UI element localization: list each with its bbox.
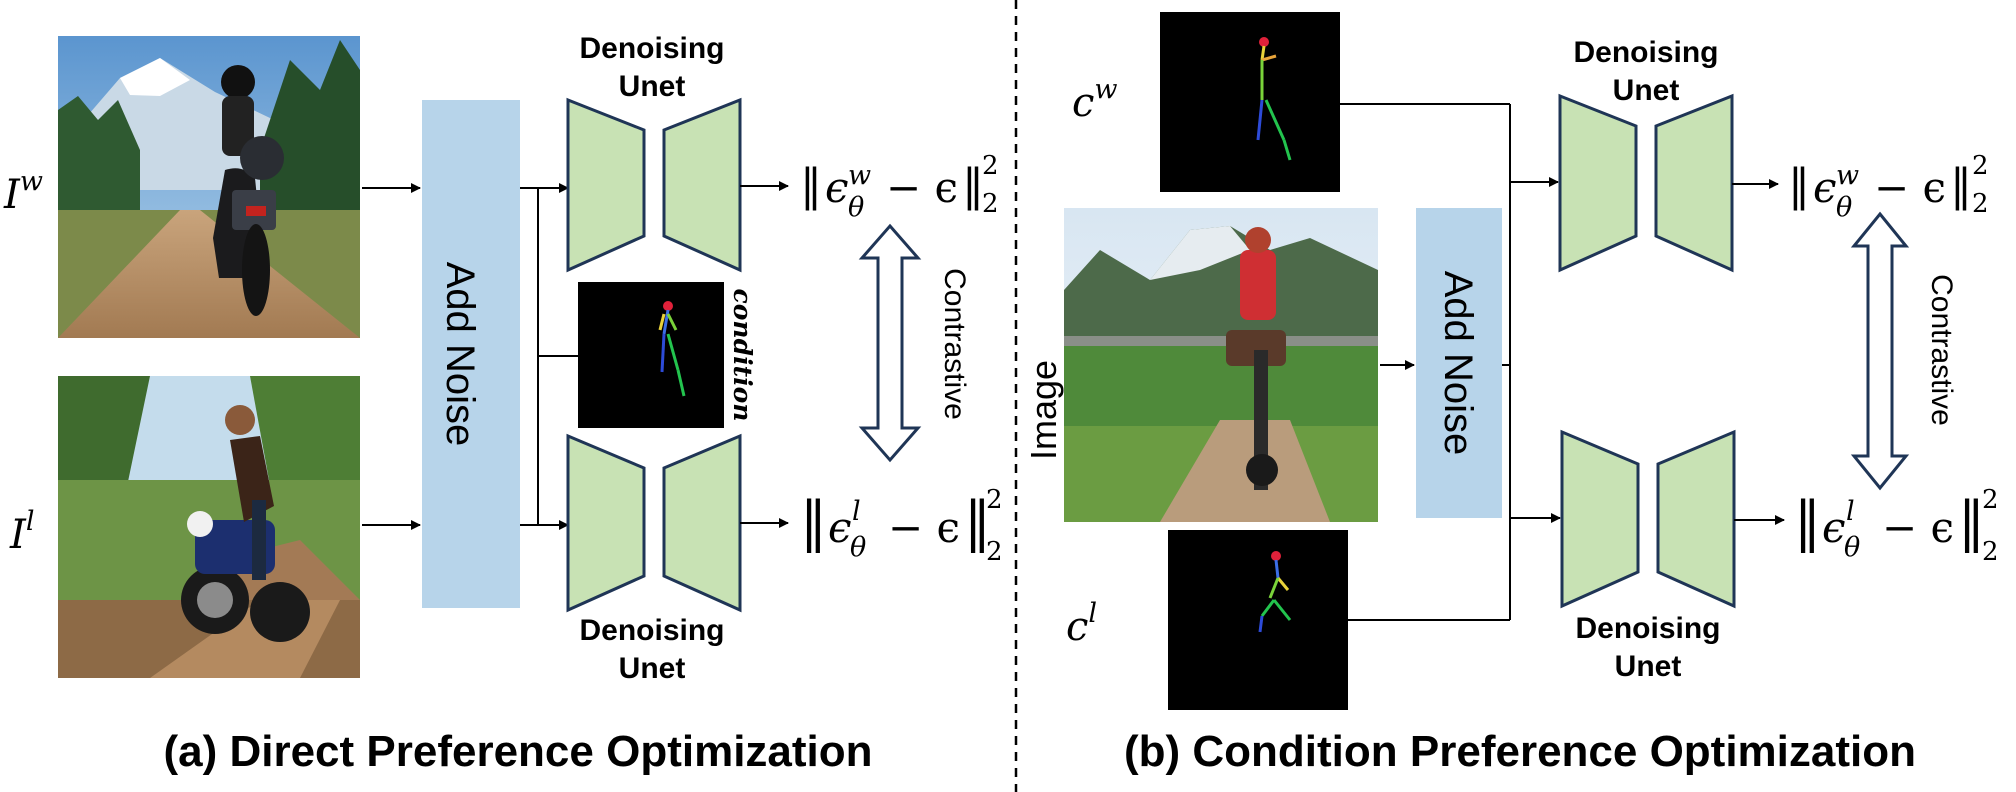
svg-text:2: 2 (986, 537, 1003, 567)
loss-winner-b: ‖ ϵ w θ − ϵ ‖ 2 2 (1788, 151, 1989, 223)
svg-text:2: 2 (1972, 189, 1989, 219)
svg-text:θ: θ (850, 532, 866, 563)
svg-text:‖: ‖ (1950, 160, 1972, 211)
svg-text:‖: ‖ (800, 490, 827, 553)
svg-text:‖: ‖ (1958, 490, 1985, 553)
svg-text:θ: θ (1844, 532, 1860, 563)
loss-loser-a: ‖ ϵ l θ − ϵ ‖ 2 2 (800, 485, 1003, 567)
svg-text:ϵ: ϵ (1822, 503, 1846, 552)
unet-bottom-a (566, 433, 742, 613)
cond-winner-label: cw (1072, 74, 1118, 126)
svg-text:2: 2 (1982, 485, 1999, 515)
unet-bottom-a-label-line2: Unet (619, 652, 686, 685)
input-winner-label: Iw (3, 166, 43, 218)
source-photo (1064, 208, 1378, 522)
cond-winner-pose-image (1160, 12, 1340, 192)
svg-text:ϵ: ϵ (828, 503, 852, 552)
contrastive-label-b: Contrastive (1925, 274, 1958, 426)
unet-top-b (1558, 93, 1734, 273)
unet-bottom-b-label-line2: Unet (1615, 650, 1682, 683)
unet-top-b-label-line2: Unet (1613, 74, 1680, 107)
winner-photo (58, 36, 360, 338)
svg-text:‖: ‖ (1788, 160, 1810, 211)
unet-top-b-label-line1: Denoising (1573, 36, 1718, 69)
svg-text:l: l (1846, 496, 1855, 527)
svg-text:‖: ‖ (964, 490, 991, 553)
caption-b: (b) Condition Preference Optimization (1124, 727, 1916, 776)
cond-loser-pose-image (1168, 530, 1348, 710)
unet-bottom-b-label-line1: Denoising (1575, 612, 1720, 645)
cond-loser-label: cl (1066, 598, 1097, 650)
contrastive-arrow-a (858, 223, 922, 463)
svg-text:2: 2 (986, 485, 1003, 515)
loss-winner-a: ‖ ϵ w θ − ϵ ‖ 2 2 (800, 151, 999, 223)
condition-pose-image (578, 282, 724, 428)
svg-text:ϵ: ϵ (1813, 163, 1837, 212)
svg-text:− ϵ: − ϵ (1874, 163, 1946, 212)
condition-label: condition (728, 289, 757, 422)
svg-text:ϵ: ϵ (825, 163, 849, 212)
add-noise-label: Add Noise (438, 262, 482, 447)
add-noise-box-b (1416, 208, 1502, 518)
loser-photo (58, 376, 360, 678)
svg-text:2: 2 (982, 151, 999, 181)
svg-text:− ϵ: − ϵ (1882, 503, 1954, 552)
svg-text:2: 2 (1972, 151, 1989, 181)
svg-text:‖: ‖ (962, 160, 984, 211)
add-noise-box (422, 100, 520, 608)
svg-text:w: w (1836, 160, 1859, 191)
unet-top-a (566, 97, 742, 273)
svg-text:w: w (848, 160, 871, 191)
svg-text:l: l (852, 496, 861, 527)
contrastive-arrow-b (1850, 211, 1910, 491)
svg-text:‖: ‖ (1794, 490, 1821, 553)
svg-text:2: 2 (982, 189, 999, 219)
svg-text:θ: θ (1836, 192, 1852, 223)
image-label: Image (1023, 360, 1064, 460)
loss-loser-b: ‖ ϵ l θ − ϵ ‖ 2 2 (1794, 485, 1999, 567)
svg-text:θ: θ (848, 192, 864, 223)
svg-text:− ϵ: − ϵ (886, 163, 958, 212)
add-noise-label-b: Add Noise (1436, 271, 1480, 456)
contrastive-label-a: Contrastive (938, 268, 971, 420)
svg-text:2: 2 (1982, 537, 1999, 567)
unet-bottom-a-label-line1: Denoising (579, 614, 724, 647)
unet-top-a-label-line1: Denoising (579, 32, 724, 65)
svg-text:− ϵ: − ϵ (888, 503, 960, 552)
input-loser-label: Il (9, 506, 34, 558)
svg-text:‖: ‖ (800, 160, 822, 211)
caption-a: (a) Direct Preference Optimization (163, 727, 872, 776)
unet-top-a-label-line2: Unet (619, 70, 686, 103)
unet-bottom-b (1560, 429, 1736, 609)
